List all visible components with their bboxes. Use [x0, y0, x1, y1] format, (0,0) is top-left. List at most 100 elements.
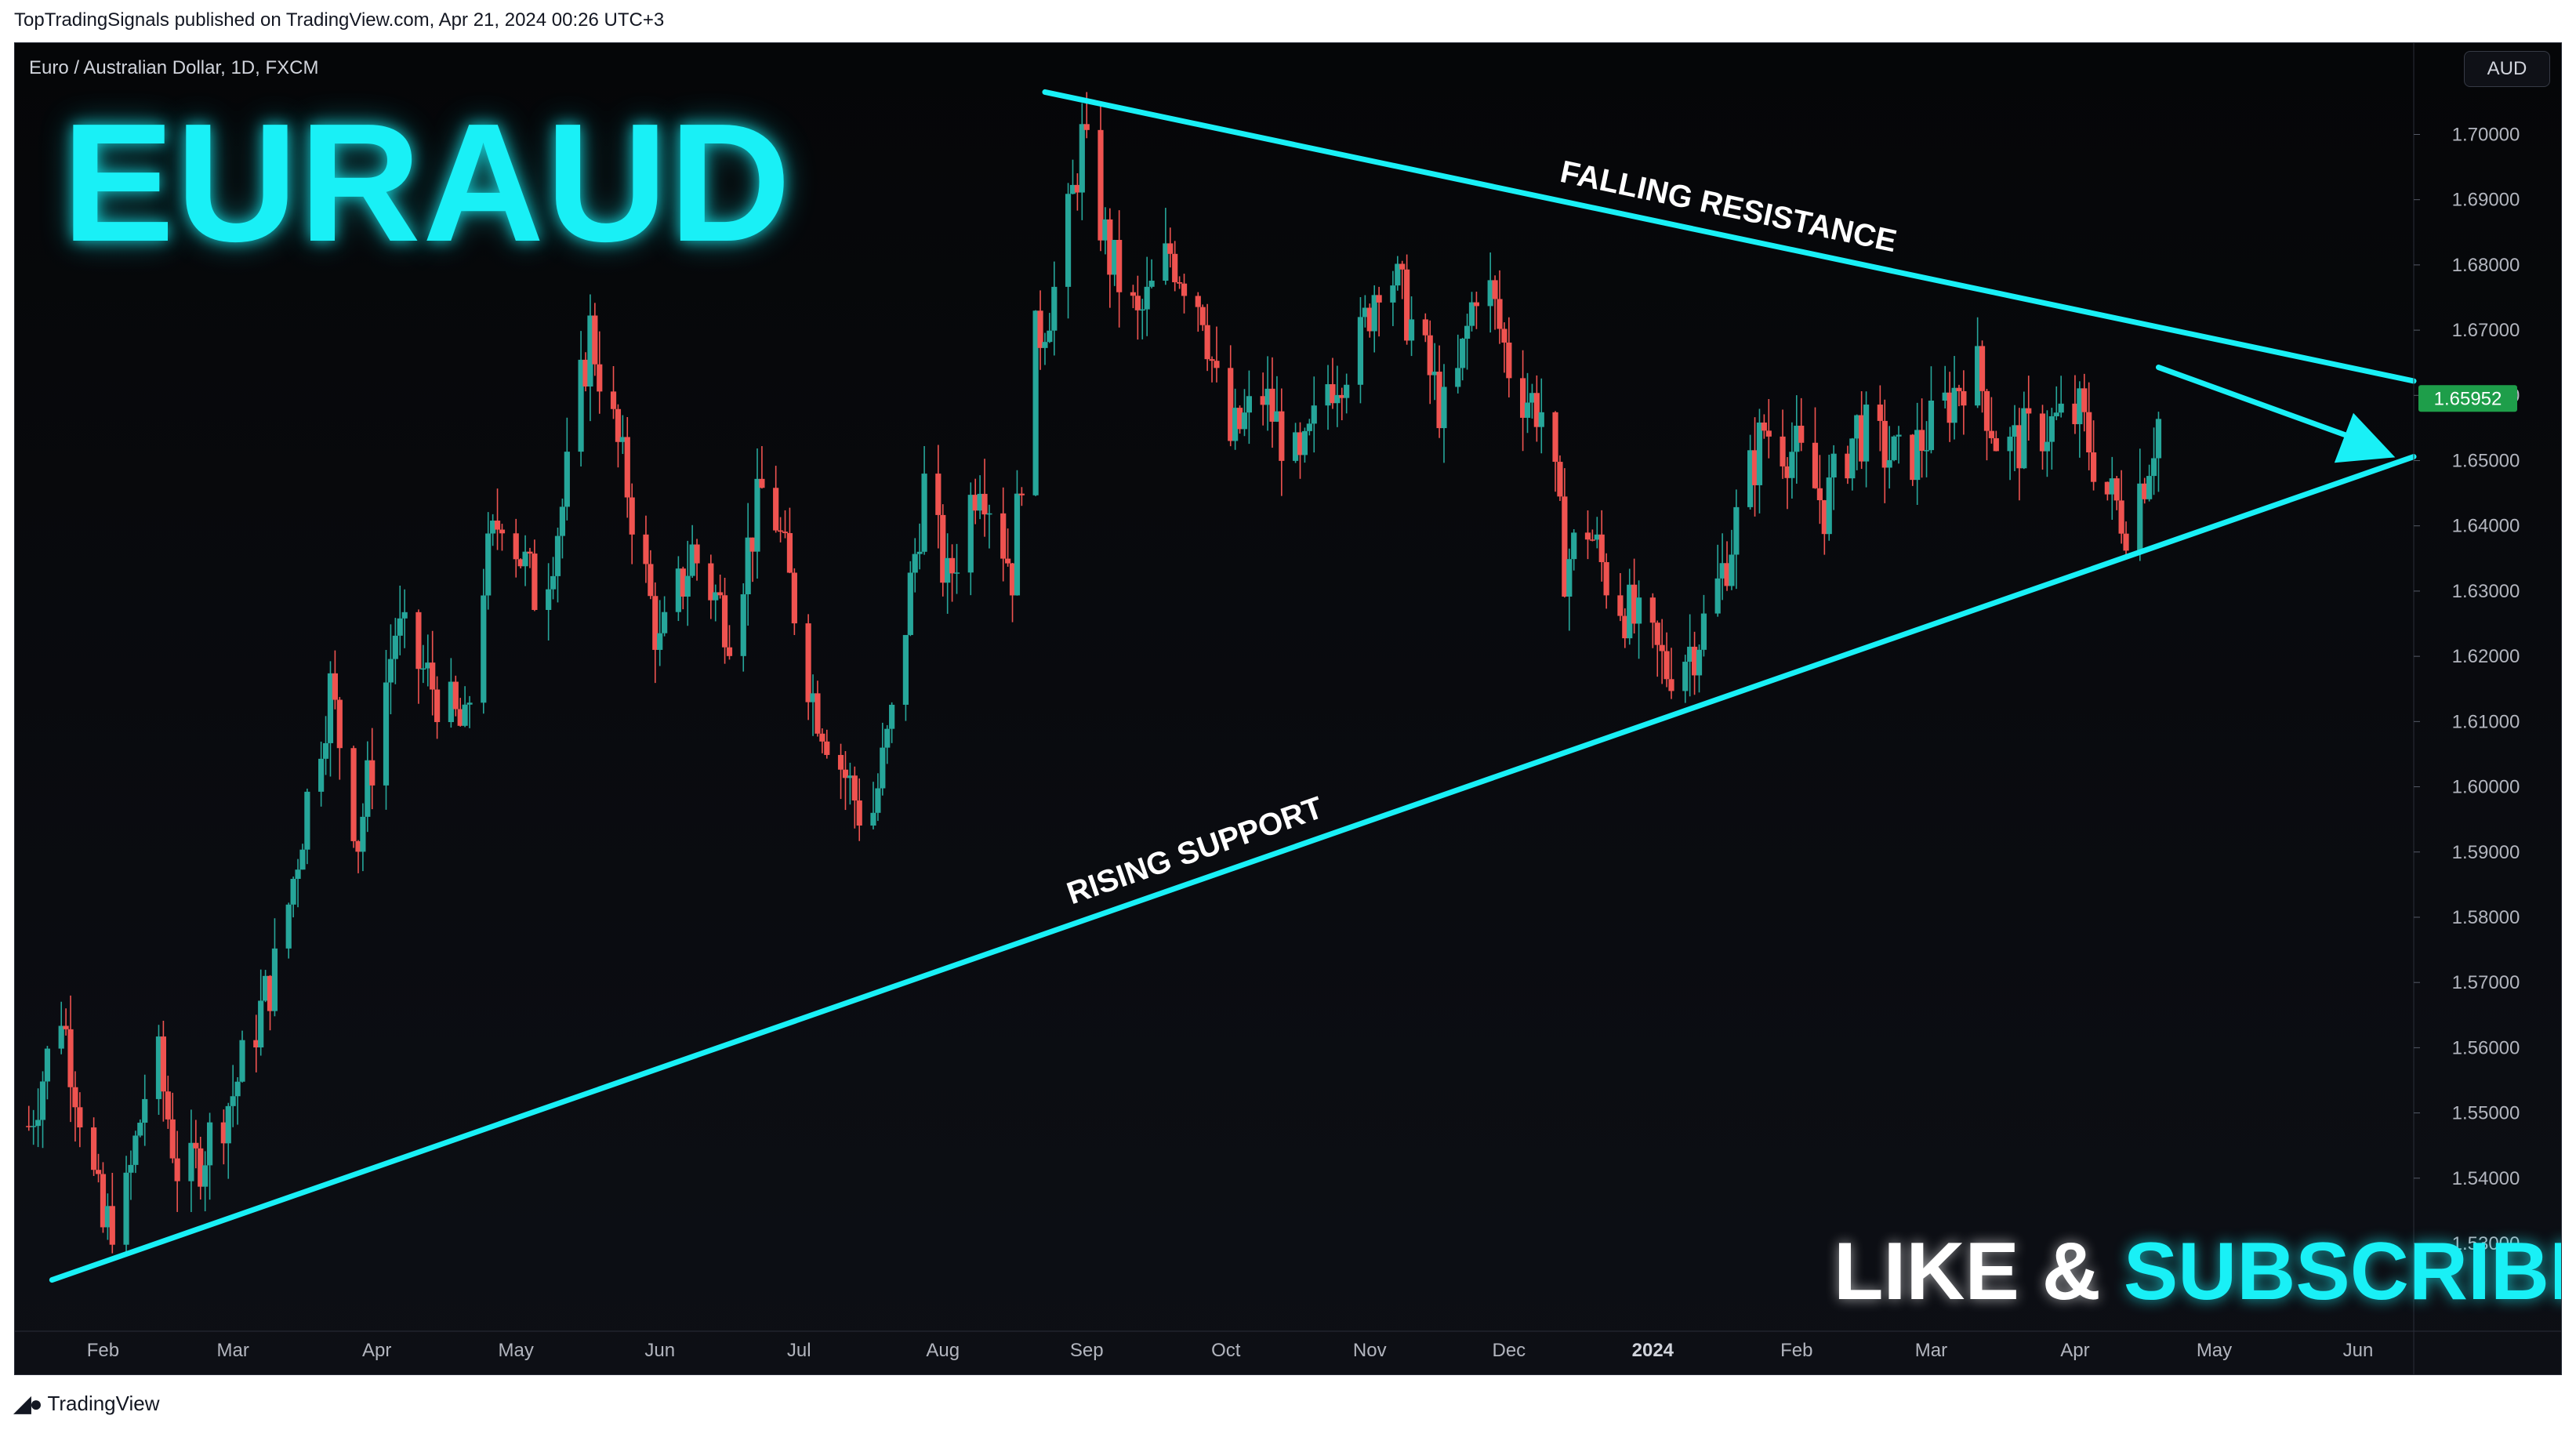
candle-body [657, 633, 663, 650]
candle-body [717, 592, 724, 596]
candle-body [332, 673, 338, 700]
cta-like-text: LIKE & [1834, 1226, 2101, 1317]
candle-body [2086, 412, 2092, 453]
candle-body [1195, 296, 1201, 307]
candle-body [188, 1142, 194, 1181]
candle-body [1107, 219, 1113, 275]
symbol-info[interactable]: Euro / Australian Dollar, 1D, FXCM [29, 57, 319, 78]
candle-body [58, 1025, 64, 1049]
y-tick-label: 1.56000 [2452, 1037, 2520, 1058]
candle-body [392, 635, 398, 659]
candle-body [355, 840, 361, 852]
candle-body [749, 537, 756, 552]
x-tick-label: Jun [2343, 1340, 2374, 1361]
candle-body [1747, 450, 1754, 507]
candle-body [322, 742, 329, 759]
candle-body [1682, 662, 1689, 691]
candle-body [2048, 416, 2055, 442]
x-tick-label: Mar [217, 1340, 249, 1361]
candle-body [31, 1126, 37, 1127]
candle-body [759, 478, 765, 488]
candle-body [680, 568, 686, 597]
candle-body [949, 557, 956, 574]
candle-body [1274, 411, 1280, 422]
candle-body [1297, 432, 1304, 455]
candle-body [132, 1135, 139, 1165]
rising-support-line[interactable] [49, 454, 2417, 1283]
candle-body [77, 1107, 83, 1128]
candle-body [1956, 387, 1962, 391]
candle-body [940, 514, 946, 583]
candle-body [689, 544, 695, 576]
candle-body [1886, 459, 1892, 468]
candle-body [1325, 384, 1331, 406]
candle-body [726, 647, 733, 656]
y-tick-label: 1.70000 [2452, 124, 2520, 145]
candle-body [1083, 124, 1090, 130]
candle-body [2072, 403, 2078, 425]
candle-body [1306, 423, 1312, 431]
candle-body [1209, 359, 1215, 361]
candle-body [2026, 408, 2032, 414]
candle-body [967, 495, 974, 573]
candle-body [434, 689, 441, 723]
y-tick-label: 1.59000 [2452, 842, 2520, 863]
candle-body [1798, 425, 1805, 443]
candle-body [1631, 584, 1638, 624]
candle-body [1794, 425, 1800, 452]
candle-body [198, 1148, 204, 1187]
candle-body [2053, 412, 2059, 416]
candle-body [559, 506, 566, 536]
candle-body [2039, 413, 2046, 452]
candle-body [694, 544, 700, 564]
candle-body [522, 551, 528, 567]
candle-body [91, 1127, 97, 1170]
chart-area[interactable]: FALLING RESISTANCE RISING SUPPORT 1.53000… [14, 42, 2562, 1375]
falling-resistance-line[interactable] [1042, 89, 2417, 384]
candle-body [1896, 434, 1902, 437]
x-tick-label: Aug [926, 1340, 960, 1361]
candle-body [2137, 483, 2143, 551]
candle-body [318, 758, 325, 792]
candle-body [1584, 532, 1591, 540]
candle-body [1228, 368, 1234, 441]
candle-body [26, 1126, 32, 1127]
candle-body [1460, 339, 1466, 368]
candle-body [271, 948, 278, 1011]
candle-body [299, 849, 306, 870]
candle-body [1724, 563, 1730, 586]
candle-body [239, 1040, 245, 1082]
candle-body [1664, 651, 1670, 680]
candle-body [452, 681, 459, 710]
x-tick-label: Dec [1492, 1340, 1526, 1361]
candle-body [902, 634, 909, 705]
candle-body [2150, 458, 2157, 477]
candle-body [1399, 263, 1406, 270]
candle-body [258, 1000, 264, 1048]
candle-body [1311, 405, 1317, 424]
candle-body [1069, 184, 1076, 194]
candle-body [490, 521, 496, 534]
publish-info: TopTradingSignals published on TradingVi… [14, 9, 665, 31]
candle-body [165, 1091, 171, 1120]
candle-body [1246, 396, 1252, 413]
candle-body [1357, 317, 1364, 385]
candle-body [592, 315, 598, 365]
candle-body [1112, 240, 1118, 275]
candle-body [513, 533, 519, 560]
candle-body [1032, 310, 1039, 495]
candle-body [100, 1174, 107, 1228]
candle-body [1144, 286, 1150, 310]
candle-body [713, 592, 719, 601]
y-tick-label: 1.53000 [2452, 1233, 2520, 1254]
candle-body [457, 709, 463, 726]
candle-body [2058, 403, 2064, 413]
tradingview-logo-icon[interactable]: ◢● [14, 1392, 42, 1416]
footer-brand[interactable]: TradingView [47, 1392, 160, 1415]
currency-button[interactable]: AUD [2464, 51, 2550, 87]
candle-body [1627, 584, 1633, 639]
candle-body [1538, 412, 1544, 427]
candle-body [1468, 302, 1475, 326]
candle-body [1524, 402, 1531, 418]
